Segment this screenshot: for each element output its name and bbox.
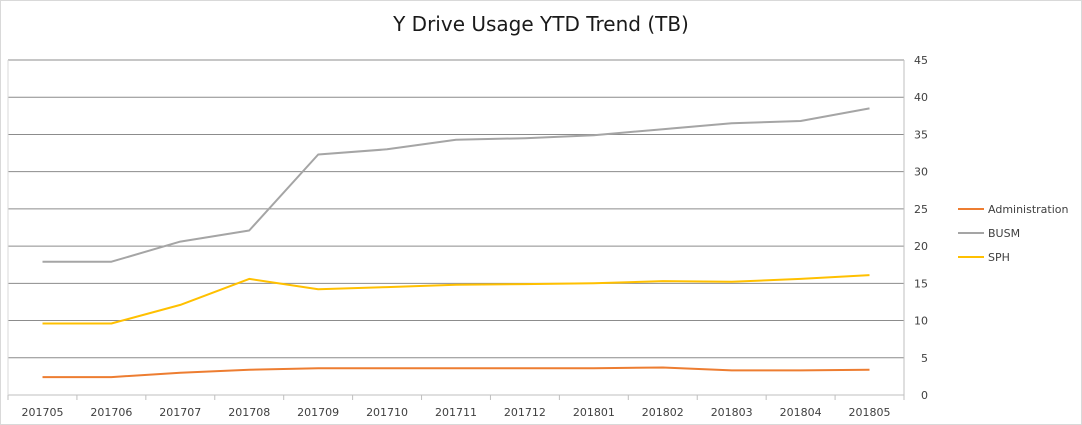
series-line-busm <box>42 107 870 263</box>
y-tick-label: 45 <box>914 54 928 67</box>
y-tick-label: 40 <box>914 91 928 104</box>
x-tick-label: 201709 <box>297 406 339 419</box>
x-axis: 201705 201706 201707 201708 201709 201710 2017… <box>7 395 905 419</box>
x-tick-label: 201705 <box>21 406 63 419</box>
x-tick-label: 201712 <box>504 406 546 419</box>
x-tick-label: 201805 <box>849 406 891 419</box>
series-lines <box>42 107 870 379</box>
x-tick-label: 201804 <box>780 406 822 419</box>
y-tick-label: 25 <box>914 203 928 216</box>
x-tick-label: 201711 <box>435 406 477 419</box>
x-tick-label: 201803 <box>711 406 753 419</box>
y-tick-label: 10 <box>914 315 928 328</box>
legend-label: Administration <box>988 203 1069 216</box>
y-tick-label: 35 <box>914 128 928 141</box>
x-tick-label: 201710 <box>366 406 408 419</box>
gridlines <box>8 59 904 396</box>
chart-title: Y Drive Usage YTD Trend (TB) <box>393 12 689 36</box>
legend-label: BUSM <box>988 227 1020 240</box>
y-tick-label: 0 <box>921 389 928 402</box>
series-line-sph <box>42 274 870 325</box>
x-tick-label: 201708 <box>228 406 270 419</box>
legend-label: SPH <box>988 251 1010 264</box>
x-tick-label: 201802 <box>642 406 684 419</box>
series-line-administration <box>42 366 870 379</box>
legend: Administration BUSM SPH <box>958 203 1069 264</box>
y-tick-label: 5 <box>921 352 928 365</box>
x-tick-label: 201707 <box>159 406 201 419</box>
y-tick-label: 15 <box>914 277 928 290</box>
y-tick-label: 30 <box>914 166 928 179</box>
y-tick-label: 20 <box>914 240 928 253</box>
x-tick-label: 201706 <box>90 406 132 419</box>
x-tick-label: 201801 <box>573 406 615 419</box>
y-axis: 0 5 10 15 20 25 30 35 40 45 <box>7 54 928 402</box>
